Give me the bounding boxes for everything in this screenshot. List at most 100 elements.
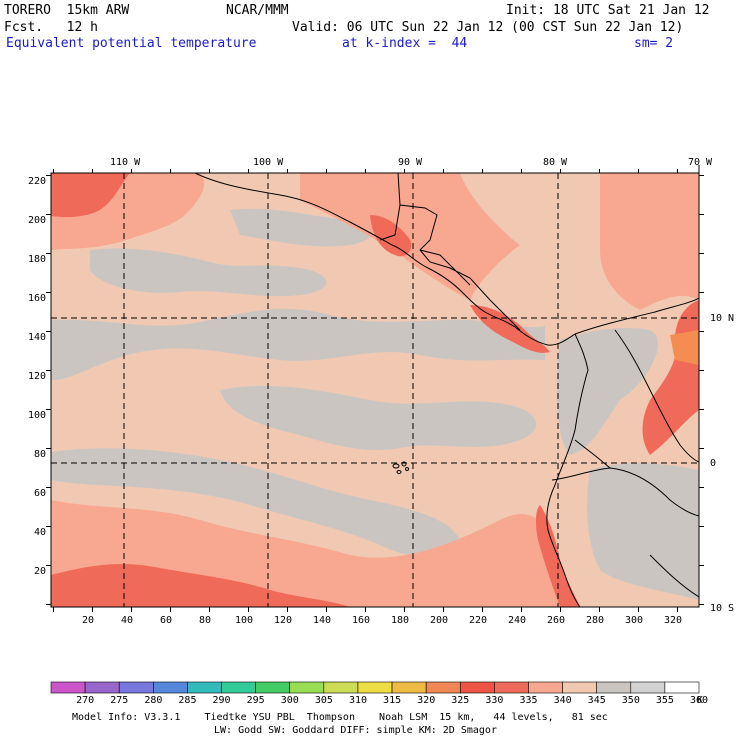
border-central-america <box>419 249 471 286</box>
colorbar-unit: K <box>697 695 704 706</box>
grid-y-label: 80 <box>34 449 47 460</box>
grid-y-label: 180 <box>28 254 47 265</box>
grid-x-label: 220 <box>469 615 488 626</box>
grey-land-colombia <box>557 328 659 455</box>
coast-colombia-pacific <box>546 333 589 607</box>
colorbar-tick-label: 295 <box>246 695 265 706</box>
colorbar-swatch <box>391 681 427 694</box>
colorbar-tick-label: 285 <box>178 695 197 706</box>
lat-label-10n: 10 N <box>710 313 735 324</box>
grid-y-label: 160 <box>28 293 47 304</box>
galapagos-island <box>405 467 409 471</box>
galapagos-island <box>401 461 407 467</box>
grid-x-label: 180 <box>391 615 410 626</box>
grid-y-label: 20 <box>34 566 47 577</box>
grid-y-label: 100 <box>28 410 47 421</box>
colorbar <box>50 681 700 694</box>
border-colombia-venezuela <box>614 329 699 463</box>
grid-x-label: 20 <box>82 615 95 626</box>
colorbar-swatch <box>289 681 325 694</box>
colorbar-tick-label: 270 <box>76 695 95 706</box>
colorbar-swatch <box>118 681 154 694</box>
colorbar-tick-label: 290 <box>212 695 231 706</box>
colorbar-swatch <box>357 681 393 694</box>
plot-frame <box>50 172 700 608</box>
colorbar-tick-label: 315 <box>383 695 402 706</box>
grid-y-label: 140 <box>28 332 47 343</box>
model-title: TORERO 15km ARW <box>4 3 130 18</box>
grid-x-label: 240 <box>508 615 527 626</box>
red-costa-rica <box>470 305 550 353</box>
lat-label-10s: 10 S <box>710 603 735 614</box>
galapagos-island <box>396 470 402 474</box>
grid-x-label: 260 <box>547 615 566 626</box>
colorbar-tick-label: 325 <box>451 695 470 706</box>
grid-x-label: 280 <box>586 615 605 626</box>
colorbar-swatch <box>528 681 563 694</box>
grid-x-label: 100 <box>235 615 254 626</box>
level-label: at k-index = 44 <box>342 36 468 51</box>
grid-x-label: 120 <box>274 615 293 626</box>
coastlines <box>194 173 699 607</box>
colorbar-tick-label: 305 <box>314 695 333 706</box>
border-ecuador-peru <box>551 467 699 517</box>
grid-x-label: 60 <box>160 615 173 626</box>
salmon-east <box>600 173 699 310</box>
colorbar-tick-label: 345 <box>587 695 606 706</box>
red-south-band <box>51 564 350 607</box>
smoothing-label: sm= 2 <box>634 36 674 51</box>
grey-band-north <box>51 308 545 381</box>
init-time: Init: 18 UTC Sat 21 Jan 12 <box>506 3 710 18</box>
colorbar-tick-label: 355 <box>655 695 674 706</box>
grid-y-label: 220 <box>28 176 47 187</box>
grey-patch-upper-right <box>230 208 373 247</box>
grid-x-label: 300 <box>625 615 644 626</box>
forecast-hour: Fcst. 12 h <box>4 20 98 35</box>
grey-land-amazon <box>587 463 699 600</box>
colorbar-tick-label: 320 <box>417 695 436 706</box>
grid-x-label: 140 <box>313 615 332 626</box>
grey-band-central <box>220 385 537 451</box>
red-northwest-corner <box>51 173 130 218</box>
colorbar-swatch <box>425 681 461 694</box>
grey-patch-upper-left <box>90 248 327 297</box>
colorbar-swatch <box>596 681 632 694</box>
border-ecuador-colombia <box>574 439 611 469</box>
grid-y-label: 60 <box>34 488 47 499</box>
colorbar-tick-label: 280 <box>144 695 163 706</box>
lat-label-0: 0 <box>710 458 717 469</box>
red-guatemala <box>370 215 412 257</box>
grid-x-label: 320 <box>664 615 683 626</box>
colorbar-swatch <box>562 681 597 694</box>
colorbar-swatch <box>255 681 291 694</box>
colorbar-swatch <box>323 681 359 694</box>
orange-hotspot <box>670 330 699 365</box>
lon-label-70w: 70 W <box>688 157 713 168</box>
grid-x-label: 200 <box>430 615 449 626</box>
colorbar-swatch <box>494 681 529 694</box>
border-guatemala-mexico <box>379 204 401 241</box>
colorbar-swatch <box>187 681 222 694</box>
grid-y-label: 40 <box>34 527 47 538</box>
model-info-line-2: LW: Godd SW: Goddard DIFF: simple KM: 2D… <box>214 725 497 736</box>
lon-label-90w: 90 W <box>398 157 423 168</box>
colorbar-tick-label: 300 <box>280 695 299 706</box>
grey-band-south <box>51 448 462 558</box>
galapagos-island <box>392 463 400 469</box>
grid-y-label: 120 <box>28 371 47 382</box>
colorbar-swatch <box>50 681 86 694</box>
border-peru-brazil <box>649 554 699 598</box>
colorbar-swatch <box>459 681 495 694</box>
model-info-line-1: Model Info: V3.3.1 Tiedtke YSU PBL Thomp… <box>72 712 608 723</box>
grid-y-label: 200 <box>28 215 47 226</box>
colorbar-tick-label: 335 <box>519 695 538 706</box>
salmon-central-america <box>300 173 520 300</box>
grid-x-label: 40 <box>121 615 134 626</box>
valid-time: Valid: 06 UTC Sun 22 Jan 12 (00 CST Sun … <box>292 20 684 35</box>
coast-venezuela <box>574 297 699 335</box>
colorbar-swatch <box>630 681 666 694</box>
map-field <box>51 173 699 607</box>
colorbar-tick-label: 275 <box>110 695 129 706</box>
colorbar-tick-label: 340 <box>553 695 572 706</box>
